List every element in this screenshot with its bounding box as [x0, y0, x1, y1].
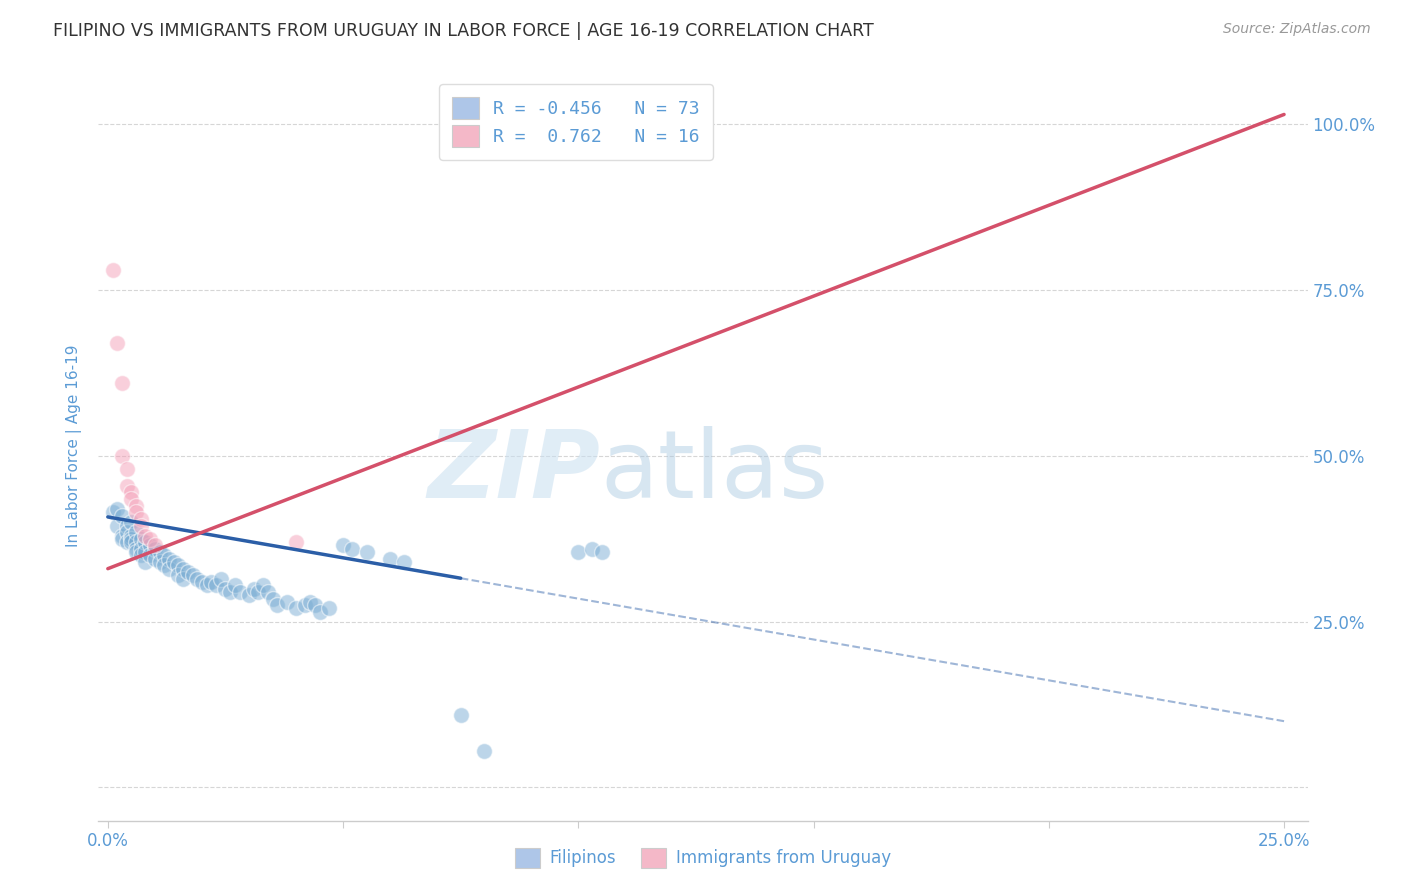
Point [143, 551, 166, 566]
Point [200, 574, 222, 589]
Point [111, 532, 134, 546]
Point [139, 532, 162, 546]
Point [242, 582, 264, 596]
Point [120, 535, 142, 549]
Point [167, 558, 190, 573]
Point [186, 572, 208, 586]
Point [129, 549, 152, 563]
Point [285, 535, 308, 549]
Point [115, 479, 138, 493]
Text: atlas: atlas [600, 426, 828, 518]
Point [252, 578, 274, 592]
Point [304, 598, 326, 612]
Point [205, 578, 228, 592]
Point [157, 551, 180, 566]
Point [285, 601, 308, 615]
Point [157, 562, 180, 576]
Point [177, 565, 200, 579]
Point [125, 505, 148, 519]
Point [115, 518, 138, 533]
Point [120, 528, 142, 542]
Point [266, 598, 288, 612]
Point [105, 336, 128, 351]
Point [111, 508, 134, 523]
Point [209, 572, 232, 586]
Point [139, 539, 162, 553]
Point [134, 535, 156, 549]
Point [472, 744, 495, 758]
Point [276, 595, 298, 609]
Point [342, 541, 364, 556]
Point [120, 515, 142, 529]
Text: Source: ZipAtlas.com: Source: ZipAtlas.com [1223, 22, 1371, 37]
Point [224, 578, 246, 592]
Point [172, 572, 194, 586]
Point [111, 528, 134, 542]
Point [247, 585, 270, 599]
Point [115, 535, 138, 549]
Point [219, 585, 242, 599]
Point [134, 555, 156, 569]
Point [356, 545, 378, 559]
Point [125, 545, 148, 559]
Point [149, 555, 172, 569]
Point [181, 568, 204, 582]
Point [332, 539, 354, 553]
Point [105, 518, 128, 533]
Point [125, 499, 148, 513]
Point [228, 585, 250, 599]
Point [214, 582, 236, 596]
Point [318, 601, 340, 615]
Point [120, 491, 142, 506]
Point [163, 555, 186, 569]
Point [125, 525, 148, 540]
Point [111, 376, 134, 390]
Point [125, 541, 148, 556]
Point [134, 528, 156, 542]
Point [134, 545, 156, 559]
Point [129, 541, 152, 556]
Point [299, 595, 322, 609]
Text: ZIP: ZIP [427, 426, 600, 518]
Point [139, 549, 162, 563]
Legend: R = -0.456   N = 73, R =  0.762   N = 16: R = -0.456 N = 73, R = 0.762 N = 16 [439, 84, 713, 160]
Point [143, 539, 166, 553]
Point [120, 485, 142, 500]
Point [111, 449, 134, 463]
Text: FILIPINO VS IMMIGRANTS FROM URUGUAY IN LABOR FORCE | AGE 16-19 CORRELATION CHART: FILIPINO VS IMMIGRANTS FROM URUGUAY IN L… [53, 22, 875, 40]
Point [129, 532, 152, 546]
Legend: Filipinos, Immigrants from Uruguay: Filipinos, Immigrants from Uruguay [508, 841, 898, 875]
Point [450, 707, 472, 722]
Point [115, 525, 138, 540]
Y-axis label: In Labor Force | Age 16-19: In Labor Force | Age 16-19 [66, 344, 83, 548]
Point [256, 585, 278, 599]
Point [129, 512, 152, 526]
Point [101, 263, 124, 277]
Point [172, 562, 194, 576]
Point [581, 541, 603, 556]
Point [101, 505, 124, 519]
Point [153, 549, 176, 563]
Point [167, 568, 190, 582]
Point [129, 518, 152, 533]
Point [308, 605, 330, 619]
Point [115, 462, 138, 476]
Point [195, 578, 218, 592]
Point [591, 545, 613, 559]
Point [567, 545, 589, 559]
Point [149, 545, 172, 559]
Point [143, 541, 166, 556]
Point [153, 558, 176, 573]
Point [378, 551, 401, 566]
Point [262, 591, 284, 606]
Point [125, 535, 148, 549]
Point [105, 502, 128, 516]
Point [238, 588, 260, 602]
Point [294, 598, 316, 612]
Point [394, 555, 416, 569]
Point [120, 532, 142, 546]
Point [191, 574, 214, 589]
